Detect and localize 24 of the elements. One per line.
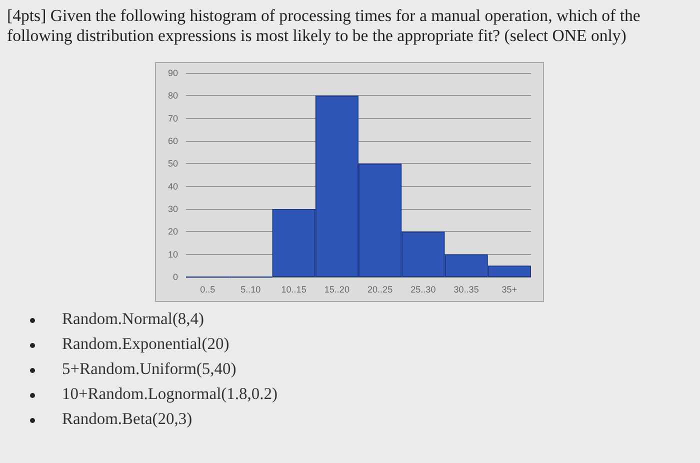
text: Random.Exponential(20) xyxy=(62,334,230,353)
text: Random.Beta(20,3) xyxy=(62,409,192,428)
y-tick-label: 60 xyxy=(168,136,178,146)
x-tick-label: 15..20 xyxy=(324,284,350,294)
x-tick-label: 0..5 xyxy=(200,284,216,294)
y-tick-label: 30 xyxy=(168,204,178,214)
x-tick-label: 20..25 xyxy=(368,284,393,294)
x-tick-label: 5..10 xyxy=(240,284,261,294)
y-tick-label: 50 xyxy=(168,158,178,169)
text: 5+Random.Uniform(5,40) xyxy=(62,359,236,378)
y-tick-label: 10 xyxy=(168,249,178,260)
y-tick-label: 70 xyxy=(168,113,178,124)
x-tick-label: 30..35 xyxy=(454,284,479,294)
y-tick-label: 40 xyxy=(168,181,178,192)
x-tick-label: 10..15 xyxy=(281,284,306,294)
y-tick-label: 20 xyxy=(168,226,178,237)
x-tick-label: 35+ xyxy=(502,284,518,294)
x-tick-label: 25..30 xyxy=(410,284,436,294)
y-tick-label: 90 xyxy=(168,68,178,78)
y-tick-label: 80 xyxy=(168,90,178,101)
y-tick-label: 0 xyxy=(172,272,178,282)
chart-title: [4pts] Given the following histogram of processing times for a manual operation, which of the following distribution expressions is most likely to be the appropriate fit? (select ONE only) xyxy=(7,6,642,46)
text: 10+Random.Lognormal(1.8,0.2) xyxy=(62,384,278,403)
text: Random.Normal(8,4) xyxy=(62,309,204,328)
